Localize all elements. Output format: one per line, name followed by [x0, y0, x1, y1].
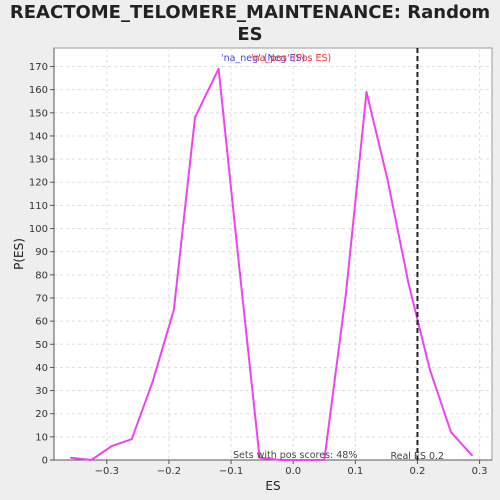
es-data-point [173, 308, 175, 311]
es-data-point [130, 438, 133, 440]
y-tick-label: 120 [29, 178, 48, 189]
es-data-point [450, 431, 452, 434]
y-tick-label: 20 [35, 409, 48, 420]
es-data-point [471, 454, 473, 457]
y-tick-label: 30 [35, 386, 48, 397]
es-data-point [407, 283, 410, 285]
x-axis-label: ES [265, 479, 280, 493]
es-data-point [217, 68, 220, 70]
series-layer [69, 67, 473, 461]
y-tick-label: 80 [35, 270, 48, 281]
y-tick-label: 140 [29, 131, 48, 142]
axes: 0 10 20 30 40 50 60 70 80 90 100 110 120 130 140 150 160… [12, 48, 492, 493]
y-tick-label: 50 [35, 340, 48, 351]
y-tick-label: 10 [35, 432, 48, 443]
x-tick-label: 0.2 [409, 466, 425, 477]
legend-neg-entry: 'na_neg' (Neg ES) [221, 53, 305, 64]
es-data-point [90, 459, 93, 461]
real-es-label: Real ES 0.2 [390, 451, 444, 462]
legend-pos-entry: 'na_pos' (Pos ES) [251, 53, 331, 64]
y-tick-label: 100 [29, 224, 48, 235]
es-data-point [365, 91, 368, 93]
es-data-point [279, 459, 282, 461]
plot-area [53, 47, 493, 461]
es-data-point [194, 116, 196, 119]
chart-title-line1: REACTOME_TELOMERE_MAINTENANCE: Random ES [9, 2, 491, 45]
x-tick-label: −0.2 [157, 466, 181, 477]
y-tick-label: 170 [29, 62, 48, 73]
y-tick-label: 70 [35, 293, 48, 304]
es-data-point [151, 380, 154, 383]
es-data-point [110, 445, 113, 447]
es-data-point [345, 292, 347, 295]
y-tick-label: 110 [29, 201, 48, 212]
x-tick-label: −0.3 [95, 466, 119, 477]
x-tick-label: 0.1 [347, 466, 363, 477]
y-tick-label: 90 [35, 247, 48, 258]
x-tick-label: 0.0 [285, 466, 301, 477]
y-tick-label: 40 [35, 363, 48, 374]
y-tick-label: 150 [29, 108, 48, 119]
es-data-point [238, 264, 240, 267]
y-tick-label: 0 [42, 456, 48, 467]
es-data-point [429, 368, 431, 371]
es-data-point [386, 179, 389, 181]
pos-scores-label: Sets with pos scores: 48% [233, 450, 357, 461]
x-tick-label: 0.3 [472, 466, 488, 477]
es-data-point [258, 456, 261, 459]
y-axis-label: P(ES) [12, 238, 26, 270]
y-tick-label: 130 [29, 155, 48, 166]
annotations: Real ES 0.2 Sets with pos scores: 48% 'na_… [221, 48, 444, 462]
y-tick-label: 160 [29, 85, 48, 96]
y-tick-label: 60 [35, 317, 48, 328]
es-data-point [323, 459, 326, 461]
x-tick-label: −0.1 [219, 466, 243, 477]
es-data-point [69, 456, 72, 459]
